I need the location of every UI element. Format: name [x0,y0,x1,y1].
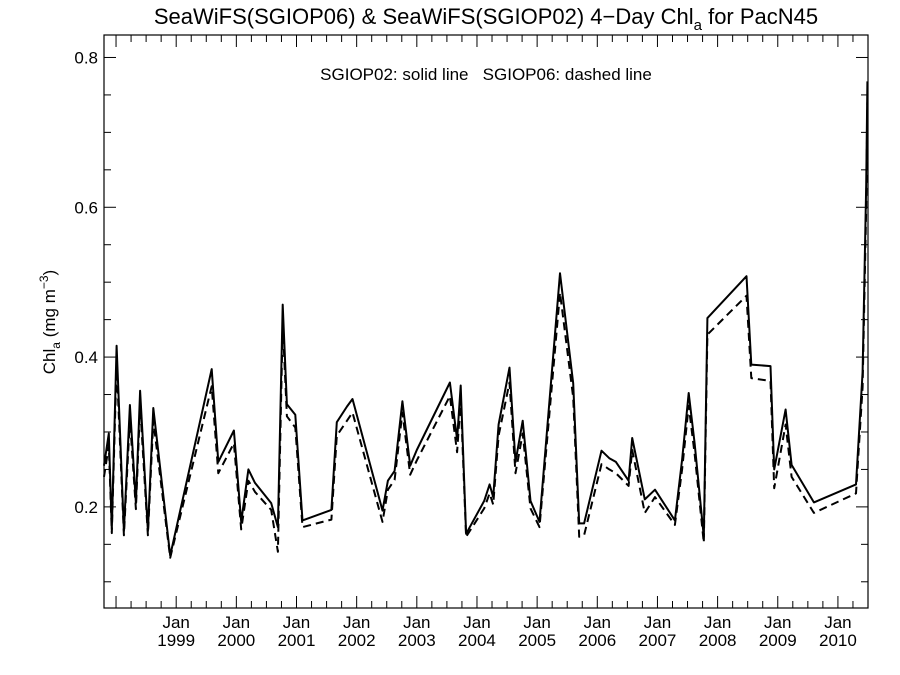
x-tick-year-label: 2002 [338,631,376,650]
chart-title: SeaWiFS(SGIOP06) & SeaWiFS(SGIOP02) 4−Da… [154,4,818,34]
legend-annotation: SGIOP02: solid line SGIOP06: dashed line [320,65,652,84]
chart-title-main: SeaWiFS(SGIOP06) & SeaWiFS(SGIOP02) 4−Da… [154,4,694,29]
x-tick-month-label: Jan [403,613,430,632]
y-axis-label: Chla (mg m−3) [37,270,63,374]
y-axis-label-main: Chl [40,349,59,375]
x-tick-year-label: 2003 [398,631,436,650]
y-axis-label-superscript: −3 [37,275,51,289]
y-axis: 0.2 0.4 0.6 0.8 [74,48,868,583]
x-tick-month-label: Jan [283,613,310,632]
series-lines [103,81,869,559]
x-axis: Jan1999Jan2000Jan2001Jan2002Jan2003Jan20… [115,35,869,650]
x-tick-year-label: 2007 [639,631,677,650]
x-tick-year-label: 2001 [278,631,316,650]
x-tick-year-label: 2008 [699,631,737,650]
chart-title-tail: for PacN45 [702,4,818,29]
y-axis-label-subscript: a [49,342,63,349]
series-line-sgiop02 [103,81,869,557]
x-tick-month-label: Jan [463,613,490,632]
x-tick-month-label: Jan [343,613,370,632]
x-tick-month-label: Jan [704,613,731,632]
x-tick-year-label: 2005 [518,631,556,650]
x-tick-year-label: 2006 [578,631,616,650]
x-tick-year-label: 2000 [217,631,255,650]
x-tick-month-label: Jan [644,613,671,632]
x-tick-year-label: 2010 [819,631,857,650]
y-tick-label: 0.4 [74,348,98,367]
chart-title-subscript: a [694,17,703,34]
x-tick-month-label: Jan [162,613,189,632]
x-tick-month-label: Jan [523,613,550,632]
y-tick-label: 0.6 [74,198,98,217]
x-tick-month-label: Jan [584,613,611,632]
x-tick-month-label: Jan [764,613,791,632]
y-tick-label: 0.2 [74,498,98,517]
x-tick-month-label: Jan [824,613,851,632]
y-axis-label-close: ) [40,270,59,276]
series-line-sgiop06 [103,102,869,559]
y-axis-label-units: (mg m [40,289,59,342]
x-tick-month-label: Jan [223,613,250,632]
x-tick-year-label: 1999 [157,631,195,650]
plot-frame [103,34,869,609]
y-tick-label: 0.8 [74,48,98,67]
x-tick-year-label: 2004 [458,631,496,650]
x-tick-year-label: 2009 [759,631,797,650]
